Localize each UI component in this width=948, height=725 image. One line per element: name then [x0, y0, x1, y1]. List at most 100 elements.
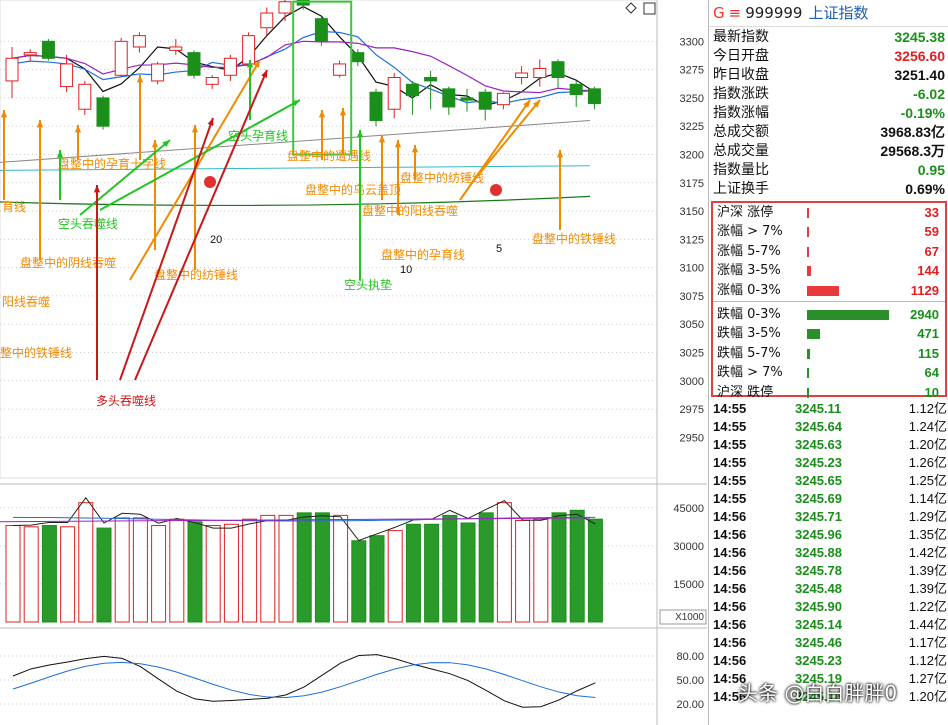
- candle-body: [96, 97, 110, 127]
- tick-row[interactable]: 14:55 3245.65 1.25亿: [709, 472, 948, 490]
- period-label: 20: [210, 234, 222, 246]
- distribution-row: 沪深 跌停 10: [713, 383, 945, 402]
- ma-line-mid: [11, 30, 595, 104]
- arrow-head: [191, 125, 199, 133]
- tick-time: 14:55: [713, 401, 747, 416]
- volume-bar: [387, 530, 403, 623]
- stat-row: 指数量比 0.95: [709, 161, 948, 180]
- annotation-arrow: [79, 139, 171, 216]
- stat-value: 0.69%: [905, 181, 945, 197]
- volume-bar: [60, 526, 76, 623]
- distribution-label: 沪深 跌停: [717, 384, 774, 400]
- candle-body: [496, 92, 510, 106]
- price-tick-label: 3050: [680, 319, 704, 331]
- stat-label: 今日开盘: [713, 48, 769, 64]
- pattern-annotation: 盘整中的遭遇线: [287, 148, 371, 163]
- distribution-label: 跌幅 0-3%: [717, 306, 781, 322]
- volume-bar: [223, 523, 239, 623]
- tick-row[interactable]: 14:56 3245.78 1.39亿: [709, 562, 948, 580]
- tick-time: 14:55: [713, 419, 747, 434]
- distribution-row: 跌幅 5-7% 115: [713, 344, 945, 363]
- candle-body: [587, 88, 601, 105]
- tick-row[interactable]: 14:55 3245.69 1.14亿: [709, 490, 948, 508]
- price-tick-label: 3200: [680, 149, 704, 161]
- volume-ma-extra: [0, 517, 591, 523]
- tick-row[interactable]: 14:56 3245.71 1.29亿: [709, 508, 948, 526]
- distribution-value: 471: [917, 326, 939, 342]
- volume-bar: [114, 517, 130, 623]
- arrow-head: [532, 100, 540, 108]
- price-tick-label: 3075: [680, 291, 704, 303]
- menu-icon[interactable]: ≡: [728, 4, 742, 22]
- stat-row: 今日开盘 3256.60: [709, 47, 948, 66]
- arrow-head: [556, 150, 564, 158]
- tick-row[interactable]: 14:55 3245.11 1.12亿: [709, 400, 948, 418]
- index-title-bar: G ≡ 999999 上证指数: [709, 0, 948, 27]
- distribution-bar: [807, 368, 809, 379]
- stat-value: 3968.83亿: [880, 124, 945, 140]
- tick-time: 14:55: [713, 437, 747, 452]
- volume-bar: [369, 535, 385, 623]
- tick-amount: 1.22亿: [908, 599, 947, 614]
- tick-row[interactable]: 14:56 3245.14 1.44亿: [709, 616, 948, 634]
- pattern-annotation: 育线: [2, 199, 26, 214]
- tick-time: 14:56: [713, 689, 747, 704]
- arrow-head: [318, 110, 326, 118]
- stat-value: 29568.3万: [880, 143, 945, 159]
- volume-bar: [132, 517, 148, 623]
- period-label: 5: [496, 243, 502, 255]
- stat-label: 指数涨幅: [713, 105, 769, 121]
- tick-row[interactable]: 14:56 3245.19 1.27亿: [709, 670, 948, 688]
- candle-body: [5, 57, 19, 82]
- tick-row[interactable]: 14:56 3245.48 1.39亿: [709, 580, 948, 598]
- tick-price: 3245.48: [795, 581, 842, 596]
- tick-row[interactable]: 14:56 3245.16 1.20亿: [709, 688, 948, 706]
- volume-bar: [460, 522, 476, 623]
- tick-price: 3245.63: [795, 437, 842, 452]
- stat-row: 指数涨跌 -6.02: [709, 85, 948, 104]
- candle-body: [114, 40, 128, 76]
- distribution-row: 跌幅 > 7% 64: [713, 363, 945, 382]
- candle-body: [515, 72, 529, 79]
- tick-amount: 1.26亿: [908, 455, 947, 470]
- candle-body: [333, 63, 347, 76]
- arrow-head: [356, 130, 364, 138]
- kline-chart-area[interactable]: 2950 2975 3000 3025 3050 3075 3100 3125 3150 3175…: [0, 0, 707, 725]
- stat-label: 指数量比: [713, 162, 769, 178]
- tick-time: 14:56: [713, 581, 747, 596]
- distribution-label: 跌幅 > 7%: [717, 365, 783, 381]
- tick-row[interactable]: 14:56 3245.23 1.12亿: [709, 652, 948, 670]
- kline-chart[interactable]: 2950 2975 3000 3025 3050 3075 3100 3125 3150 3175…: [0, 0, 707, 725]
- tick-amount: 1.35亿: [908, 527, 947, 542]
- flag-badge[interactable]: G: [713, 4, 725, 22]
- arrow-head: [0, 110, 8, 118]
- tick-row[interactable]: 14:56 3245.46 1.17亿: [709, 634, 948, 652]
- ma-line-250: [0, 195, 591, 207]
- volume-bar: [515, 519, 531, 623]
- tick-row[interactable]: 14:55 3245.23 1.26亿: [709, 454, 948, 472]
- window-icon: [643, 2, 656, 15]
- candle-body: [424, 77, 438, 82]
- arrow-head: [339, 108, 347, 116]
- volume-tick-label: 45000: [673, 503, 704, 515]
- arrow-head: [394, 140, 402, 148]
- distribution-value: 67: [924, 243, 939, 259]
- tick-row[interactable]: 14:55 3245.64 1.24亿: [709, 418, 948, 436]
- tick-row[interactable]: 14:56 3245.96 1.35亿: [709, 526, 948, 544]
- watermark: 头条 @白白胖胖0: [738, 681, 898, 705]
- annotation-arrow: [119, 117, 214, 381]
- tick-row[interactable]: 14:56 3245.90 1.22亿: [709, 598, 948, 616]
- pattern-annotation: 空头吞噬线: [58, 216, 118, 231]
- tick-list[interactable]: 14:55 3245.11 1.12亿 14:55 3245.64 1.24亿 14:55 3…: [709, 400, 948, 706]
- volume-bar: [78, 502, 94, 623]
- tick-amount: 1.39亿: [908, 563, 947, 578]
- diamond-icon: [625, 2, 637, 14]
- tick-amount: 1.12亿: [908, 401, 947, 416]
- tick-row[interactable]: 14:56 3245.88 1.42亿: [709, 544, 948, 562]
- tick-row[interactable]: 14:55 3245.63 1.20亿: [709, 436, 948, 454]
- candle-body: [351, 52, 365, 63]
- tick-price: 3245.69: [795, 491, 842, 506]
- distribution-row: 涨幅 0-3% 1129: [713, 281, 945, 300]
- distribution-bar: [807, 246, 809, 257]
- distribution-label: 涨幅 5-7%: [717, 243, 781, 259]
